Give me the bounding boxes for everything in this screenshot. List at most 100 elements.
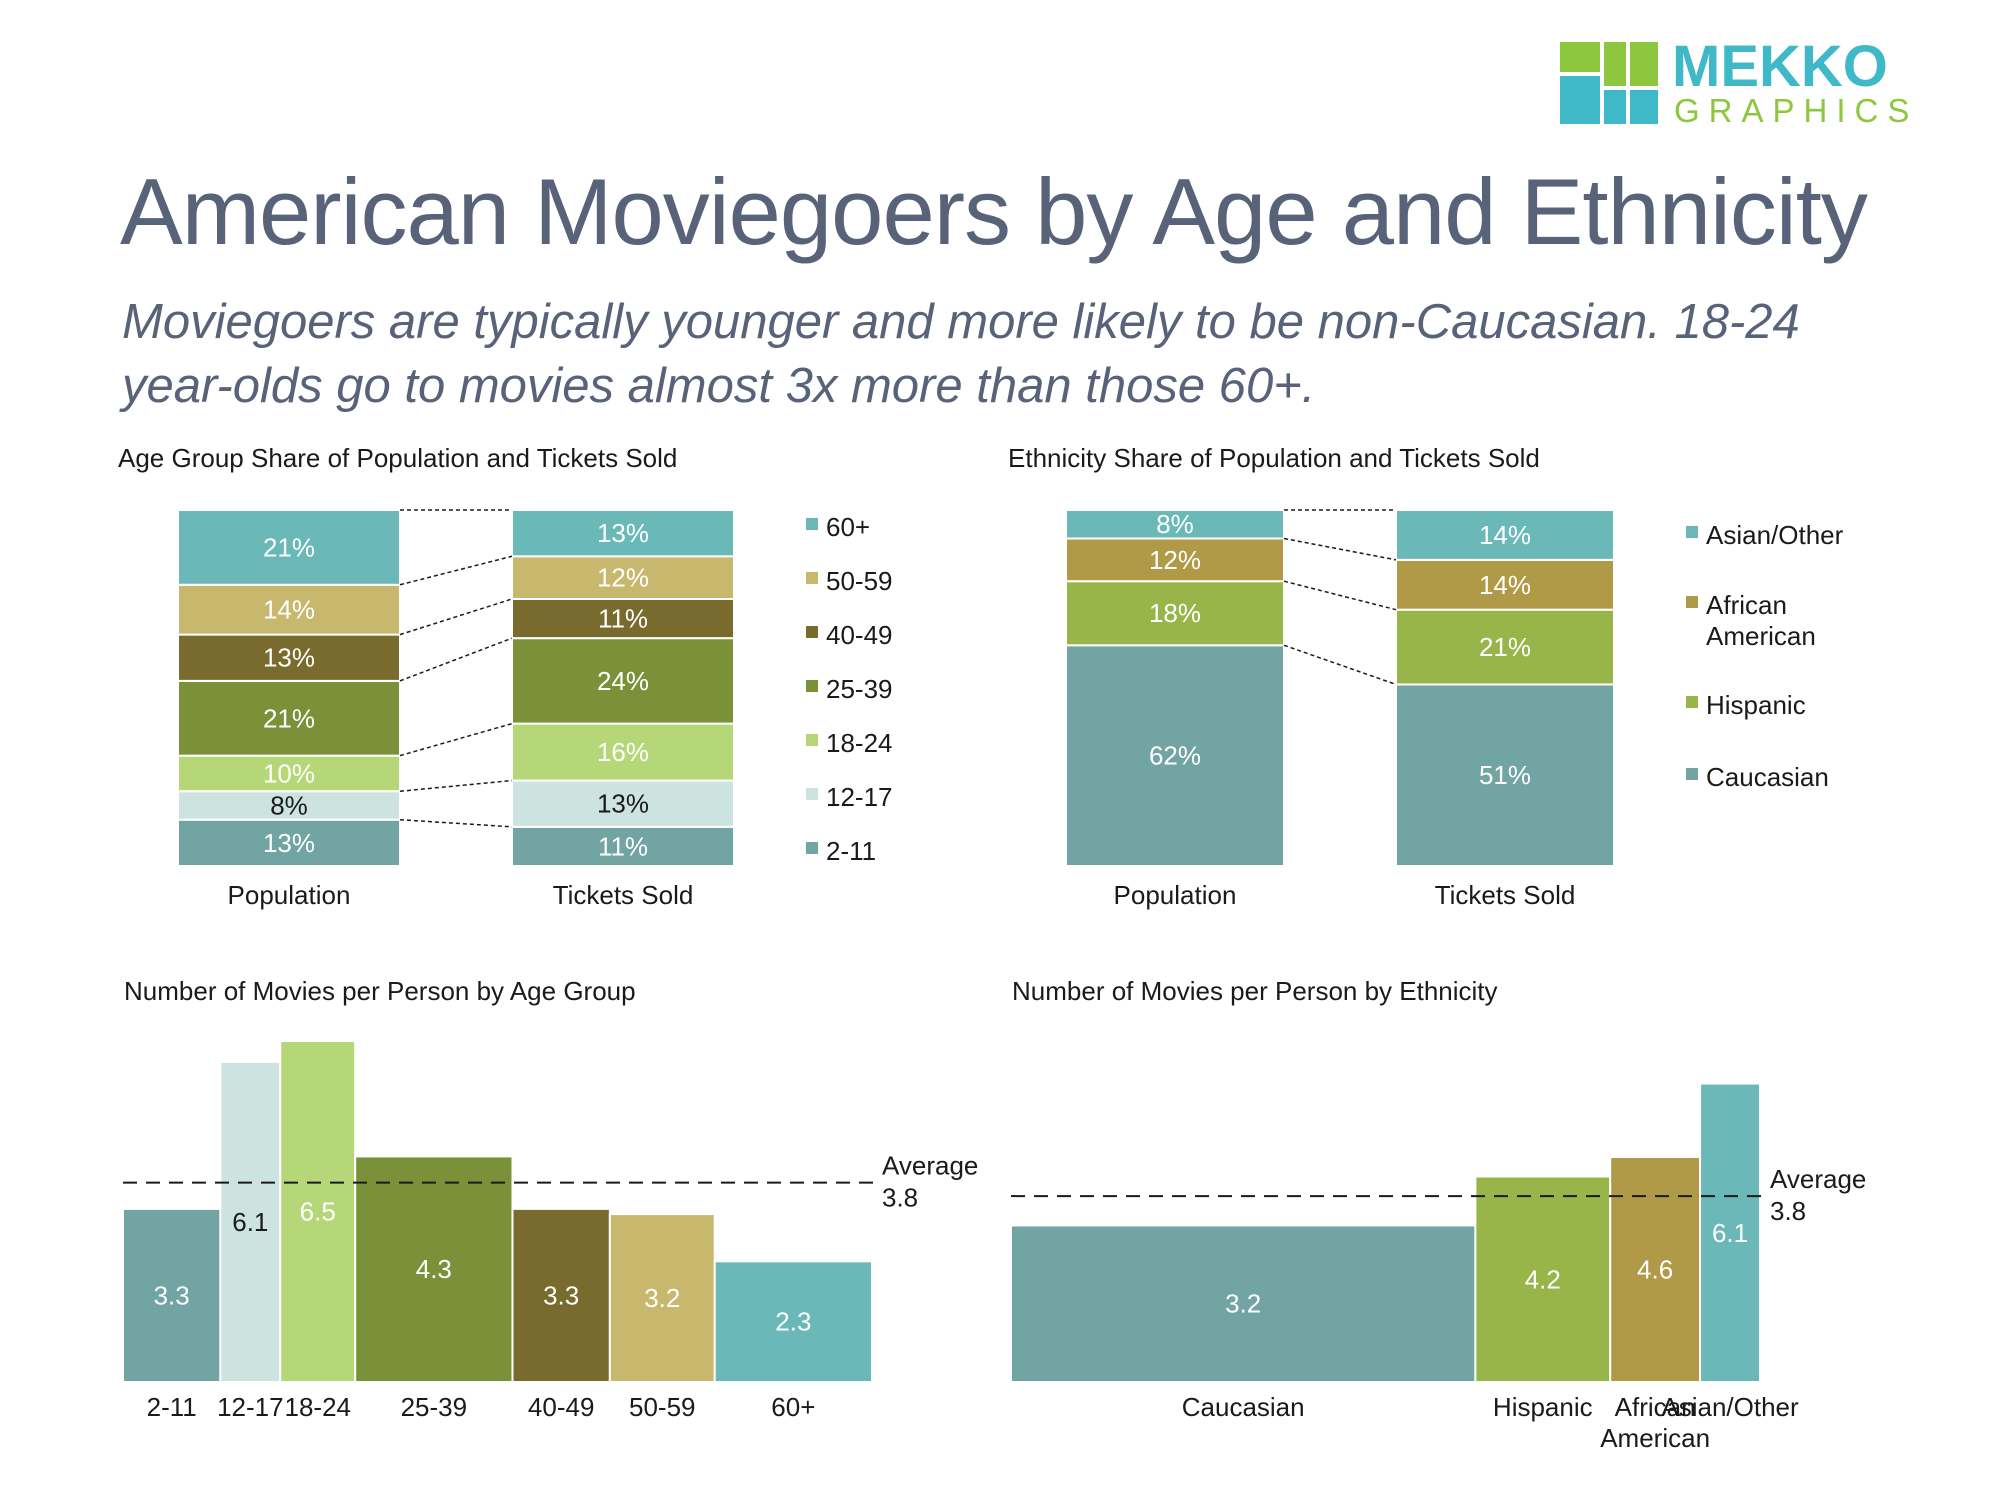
bar-60 — [713, 1260, 874, 1384]
category-label: Population — [1114, 880, 1237, 910]
legend-label: Asian/Other — [1706, 520, 1844, 550]
legend-swatch-60 — [806, 518, 818, 530]
legend-swatch-12-17 — [806, 788, 818, 800]
movies-by-ethnicity-chart: Number of Movies per Person by Ethnicity… — [1010, 976, 1866, 1453]
legend-swatch-asian-other — [1686, 526, 1698, 538]
data-label: 2.3 — [775, 1307, 811, 1337]
connector-line — [1283, 580, 1397, 611]
data-label: 12% — [1149, 545, 1201, 575]
bar-segment-population-18-24 — [177, 754, 401, 793]
bar-18-24 — [279, 1040, 357, 1383]
bar-segment-population-50-59 — [177, 583, 401, 636]
bar-caucasian — [1010, 1224, 1477, 1384]
logo-subwordmark: GRAPHICS — [1674, 92, 1918, 128]
data-label: 62% — [1149, 741, 1201, 771]
data-label: 13% — [597, 518, 649, 548]
data-label: 13% — [263, 828, 315, 858]
category-label: Caucasian — [1182, 1392, 1305, 1422]
data-label: 10% — [263, 758, 315, 788]
data-label: 4.2 — [1525, 1264, 1561, 1294]
logo-mark — [1560, 42, 1658, 124]
bar-segment-population-12-17 — [177, 790, 401, 821]
page-title: American Moviegoers by Age and Ethnicity — [120, 159, 1868, 264]
data-label: 13% — [263, 643, 315, 673]
connector-line — [399, 818, 513, 828]
category-label: 2-11 — [147, 1392, 197, 1422]
bar-segment-tickets-sold-25-39 — [511, 637, 735, 725]
bar-segment-population-2-11 — [177, 818, 401, 867]
chart-title: Number of Movies per Person by Ethnicity — [1012, 976, 1498, 1006]
legend-label: 25-39 — [826, 674, 893, 704]
data-label: 16% — [597, 737, 649, 767]
legend-label: American — [1706, 621, 1816, 651]
category-label: 12-17 — [217, 1392, 284, 1422]
age-share-chart: Age Group Share of Population and Ticket… — [118, 443, 893, 910]
data-label: 14% — [263, 595, 315, 625]
bar-segment-tickets-sold-50-59 — [511, 555, 735, 601]
data-label: 3.2 — [1225, 1289, 1261, 1319]
bar-2-11 — [122, 1207, 222, 1384]
category-label: Tickets Sold — [1435, 880, 1576, 910]
data-label: 8% — [270, 790, 308, 820]
legend-swatch-40-49 — [806, 626, 818, 638]
average-label: Average — [1770, 1164, 1866, 1194]
legend-swatch-25-39 — [806, 680, 818, 692]
legend-label: 12-17 — [826, 782, 893, 812]
mekko-graphics-logo: MEKKO GRAPHICS — [1560, 38, 1918, 128]
data-label: 6.1 — [1712, 1218, 1748, 1248]
data-label: 4.3 — [416, 1254, 452, 1284]
legend-label: 50-59 — [826, 566, 893, 596]
bar-asian-other — [1699, 1082, 1761, 1383]
bar-segment-population-40-49 — [177, 633, 401, 682]
category-label: 25-39 — [401, 1392, 468, 1422]
logo-wordmark: MEKKO — [1672, 38, 1888, 99]
data-label: 14% — [1479, 570, 1531, 600]
bar-segment-population-60 — [177, 509, 401, 586]
category-label: Tickets Sold — [553, 880, 694, 910]
bar-12-17 — [219, 1060, 282, 1383]
legend-swatch-hispanic — [1686, 696, 1698, 708]
legend-swatch-caucasian — [1686, 768, 1698, 780]
connector-line — [399, 637, 513, 682]
data-label: 3.3 — [543, 1280, 579, 1310]
bar-segment-tickets-sold-12-17 — [511, 779, 735, 828]
data-label: 6.5 — [300, 1197, 336, 1227]
data-label: 4.6 — [1637, 1254, 1673, 1284]
bar-segment-tickets-sold-african-american — [1395, 558, 1615, 611]
connector-line — [399, 722, 513, 757]
category-label: 50-59 — [629, 1392, 696, 1422]
bar-segment-tickets-sold-hispanic — [1395, 608, 1615, 686]
connector-line — [1283, 537, 1397, 561]
bar-segment-tickets-sold-60 — [511, 509, 735, 558]
bar-segment-tickets-sold-asian-other — [1395, 509, 1615, 561]
bar-segment-tickets-sold-18-24 — [511, 722, 735, 782]
data-label: 14% — [1479, 520, 1531, 550]
category-label: American — [1600, 1423, 1710, 1453]
category-label: African — [1615, 1392, 1696, 1422]
bar-african-american — [1609, 1155, 1702, 1384]
average-value: 3.8 — [882, 1183, 918, 1213]
bar-segment-population-hispanic — [1065, 580, 1285, 647]
connector-line — [399, 779, 513, 792]
page-subtitle: Moviegoers are typically younger and mor… — [122, 295, 1800, 413]
category-label: Asian/Other — [1661, 1392, 1799, 1422]
bar-segment-population-asian-other — [1065, 509, 1285, 540]
bar-segment-population-caucasian — [1065, 644, 1285, 868]
data-label: 8% — [1156, 509, 1194, 539]
legend-swatch-50-59 — [806, 572, 818, 584]
data-label: 3.2 — [644, 1283, 680, 1313]
category-label: 60+ — [771, 1392, 815, 1422]
legend-label: Caucasian — [1706, 762, 1829, 792]
connector-line — [399, 598, 513, 636]
data-label: 51% — [1479, 760, 1531, 790]
chart-title: Number of Movies per Person by Age Group — [124, 976, 636, 1006]
data-label: 18% — [1149, 598, 1201, 628]
average-label: Average — [882, 1151, 978, 1181]
legend: 60+ 50-59 40-49 25-39 18-24 12-17 2-11 — [806, 512, 893, 866]
chart-title: Age Group Share of Population and Ticket… — [118, 443, 677, 473]
connector-line — [1283, 644, 1397, 686]
connector-line — [399, 555, 513, 586]
data-label: 3.3 — [154, 1280, 190, 1310]
